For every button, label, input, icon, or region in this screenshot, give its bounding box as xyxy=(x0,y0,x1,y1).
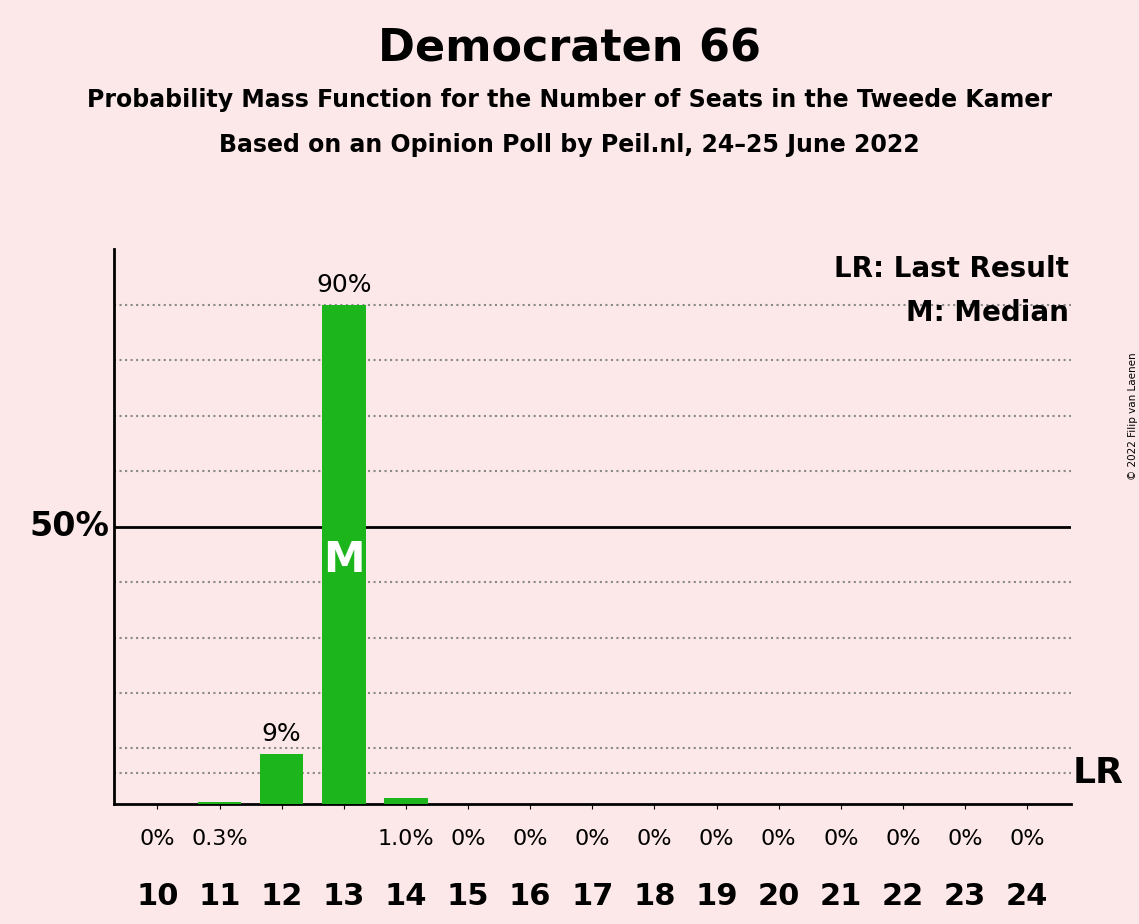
Text: 0%: 0% xyxy=(513,829,548,849)
Text: © 2022 Filip van Laenen: © 2022 Filip van Laenen xyxy=(1129,352,1138,480)
Text: M: Median: M: Median xyxy=(906,299,1068,327)
Text: 14: 14 xyxy=(385,882,427,911)
Text: Democraten 66: Democraten 66 xyxy=(378,28,761,71)
Text: 19: 19 xyxy=(695,882,738,911)
Text: 17: 17 xyxy=(571,882,614,911)
Text: 23: 23 xyxy=(944,882,986,911)
Text: 0%: 0% xyxy=(574,829,611,849)
Text: M: M xyxy=(323,539,364,581)
Text: 0%: 0% xyxy=(450,829,485,849)
Text: 9%: 9% xyxy=(262,722,302,746)
Text: 20: 20 xyxy=(757,882,800,911)
Text: 0%: 0% xyxy=(637,829,672,849)
Text: 21: 21 xyxy=(820,882,862,911)
Text: 18: 18 xyxy=(633,882,675,911)
Text: Probability Mass Function for the Number of Seats in the Tweede Kamer: Probability Mass Function for the Number… xyxy=(87,88,1052,112)
Bar xyxy=(260,754,303,804)
Text: 15: 15 xyxy=(446,882,490,911)
Text: 13: 13 xyxy=(322,882,364,911)
Text: 0%: 0% xyxy=(948,829,983,849)
Text: 0%: 0% xyxy=(885,829,920,849)
Text: 0%: 0% xyxy=(1009,829,1044,849)
Bar xyxy=(384,798,427,804)
Text: 0.3%: 0.3% xyxy=(191,829,248,849)
Text: LR: LR xyxy=(1073,757,1123,790)
Text: 12: 12 xyxy=(261,882,303,911)
Text: 1.0%: 1.0% xyxy=(378,829,434,849)
Text: 0%: 0% xyxy=(699,829,735,849)
Text: 0%: 0% xyxy=(140,829,175,849)
Text: 0%: 0% xyxy=(761,829,796,849)
Bar xyxy=(322,305,366,804)
Text: 22: 22 xyxy=(882,882,924,911)
Text: LR: Last Result: LR: Last Result xyxy=(834,255,1068,283)
Text: 0%: 0% xyxy=(823,829,859,849)
Text: 24: 24 xyxy=(1006,882,1048,911)
Bar xyxy=(198,802,241,804)
Text: 50%: 50% xyxy=(30,510,109,543)
Text: Based on an Opinion Poll by Peil.nl, 24–25 June 2022: Based on an Opinion Poll by Peil.nl, 24–… xyxy=(219,133,920,157)
Text: 11: 11 xyxy=(198,882,240,911)
Text: 90%: 90% xyxy=(316,273,371,297)
Text: 10: 10 xyxy=(137,882,179,911)
Text: 16: 16 xyxy=(509,882,551,911)
